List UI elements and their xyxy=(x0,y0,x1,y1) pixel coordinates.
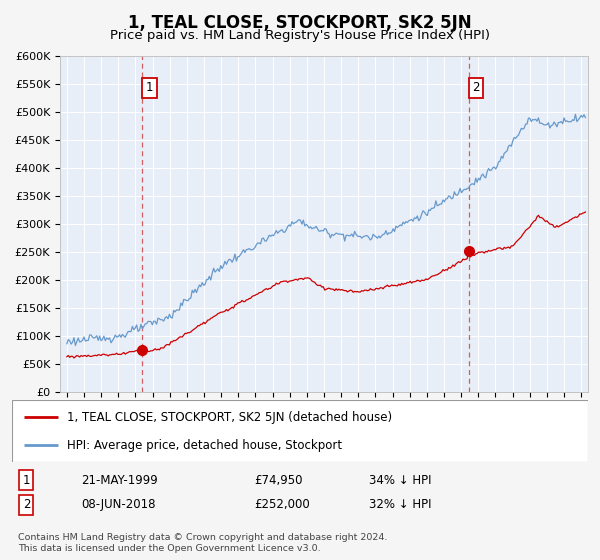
Text: 2: 2 xyxy=(23,498,30,511)
Text: Contains HM Land Registry data © Crown copyright and database right 2024.
This d: Contains HM Land Registry data © Crown c… xyxy=(18,533,387,553)
Text: 32% ↓ HPI: 32% ↓ HPI xyxy=(369,498,431,511)
Text: 34% ↓ HPI: 34% ↓ HPI xyxy=(369,474,431,487)
Text: 1: 1 xyxy=(145,81,153,94)
Text: 2: 2 xyxy=(472,81,479,94)
Text: £74,950: £74,950 xyxy=(254,474,302,487)
Text: 1: 1 xyxy=(23,474,30,487)
Text: 08-JUN-2018: 08-JUN-2018 xyxy=(81,498,155,511)
Text: £252,000: £252,000 xyxy=(254,498,310,511)
Text: Price paid vs. HM Land Registry's House Price Index (HPI): Price paid vs. HM Land Registry's House … xyxy=(110,29,490,42)
Text: 1, TEAL CLOSE, STOCKPORT, SK2 5JN: 1, TEAL CLOSE, STOCKPORT, SK2 5JN xyxy=(128,14,472,32)
Text: 1, TEAL CLOSE, STOCKPORT, SK2 5JN (detached house): 1, TEAL CLOSE, STOCKPORT, SK2 5JN (detac… xyxy=(67,410,392,423)
FancyBboxPatch shape xyxy=(12,400,588,462)
Text: 21-MAY-1999: 21-MAY-1999 xyxy=(81,474,158,487)
Text: HPI: Average price, detached house, Stockport: HPI: Average price, detached house, Stoc… xyxy=(67,439,342,452)
